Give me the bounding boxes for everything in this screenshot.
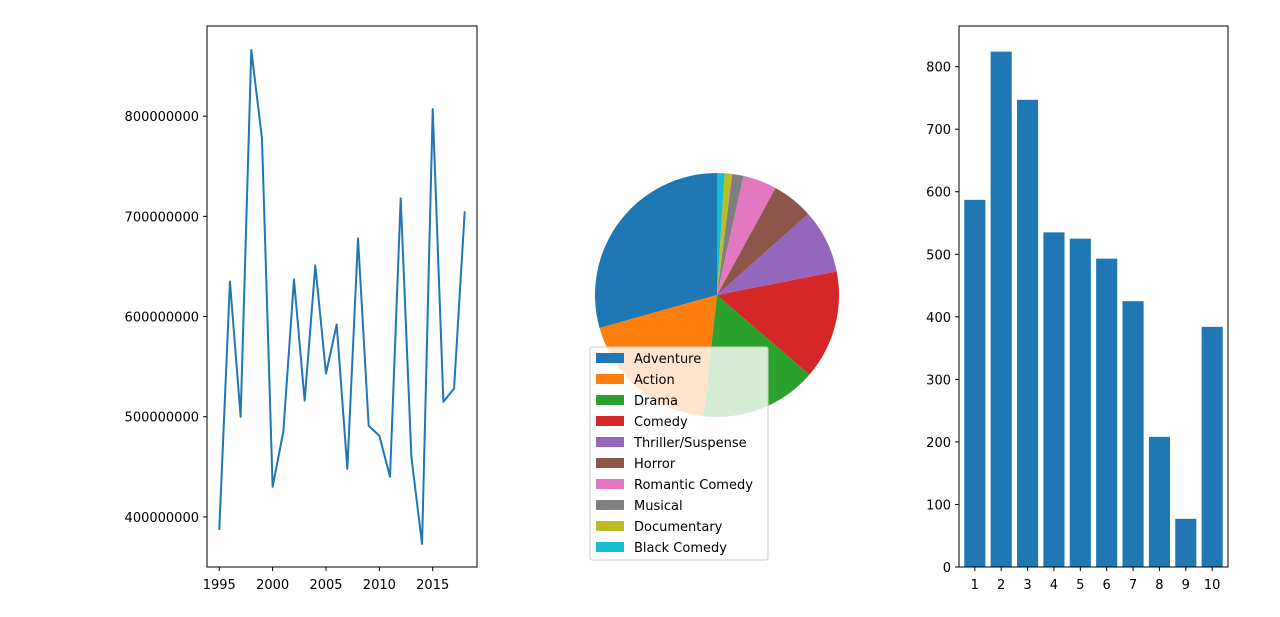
line-xtick-label: 2010 <box>363 578 396 593</box>
line-xtick-label: 1995 <box>203 578 236 593</box>
pie-legend-label: Black Comedy <box>634 541 727 556</box>
bar-xtick-label: 10 <box>1204 578 1221 593</box>
pie-legend-label: Drama <box>634 394 678 409</box>
bar-ytick-label: 0 <box>943 561 951 576</box>
bar-ytick-label: 100 <box>926 498 951 513</box>
pie-legend-label: Documentary <box>634 520 723 535</box>
bar-xtick-label: 9 <box>1182 578 1190 593</box>
bar <box>1043 232 1065 567</box>
bar-ytick-label: 300 <box>926 373 951 388</box>
pie-legend-swatch <box>596 416 624 426</box>
line-ytick-label: 800000000 <box>125 110 199 125</box>
bar <box>1148 436 1170 567</box>
pie-legend-swatch <box>596 521 624 531</box>
pie-legend-swatch <box>596 437 624 447</box>
line-ytick-label: 500000000 <box>125 411 199 426</box>
bar-xtick-label: 3 <box>1023 578 1031 593</box>
bar <box>1201 326 1223 567</box>
pie-legend-swatch <box>596 479 624 489</box>
bar-xtick-label: 4 <box>1050 578 1058 593</box>
bar <box>1069 238 1091 567</box>
bar <box>1122 301 1144 567</box>
pie-legend-label: Thriller/Suspense <box>633 436 747 451</box>
bar-xtick-label: 6 <box>1103 578 1111 593</box>
pie-legend-label: Action <box>634 373 675 388</box>
line-ytick-label: 600000000 <box>125 311 199 326</box>
bar-xtick-label: 5 <box>1076 578 1084 593</box>
pie-legend-swatch <box>596 395 624 405</box>
pie-slice <box>717 173 744 295</box>
bar <box>990 51 1012 568</box>
pie-legend-swatch <box>596 353 624 363</box>
pie-slice <box>717 173 733 295</box>
pie-legend-swatch <box>596 542 624 552</box>
pie-slice <box>717 175 776 295</box>
bar-ytick-label: 600 <box>926 186 951 201</box>
line-ytick-label: 400000000 <box>125 511 199 526</box>
pie-chart: Adventure Action Drama Comedy Thriller/Suspe… <box>589 173 840 561</box>
pie-legend-swatch <box>596 374 624 384</box>
line-chart: 1995 2000 2005 2010 2015 400000000 500000000 60… <box>125 25 478 593</box>
bar-xtick-label: 8 <box>1155 578 1163 593</box>
bar-axes-frame <box>958 25 1229 568</box>
bar-ytick-label: 700 <box>926 123 951 138</box>
bar <box>1017 99 1039 568</box>
bar <box>1175 518 1197 567</box>
bar-ytick-label: 500 <box>926 248 951 263</box>
pie-legend-label: Romantic Comedy <box>634 478 753 493</box>
line-xtick-label: 2005 <box>309 578 342 593</box>
bar <box>964 199 986 567</box>
pie-slice <box>717 173 725 295</box>
bar <box>1096 258 1118 567</box>
bar-xtick-label: 7 <box>1129 578 1137 593</box>
pie-legend-label: Musical <box>634 499 683 514</box>
line-ytick-label: 700000000 <box>125 210 199 225</box>
pie-legend-label: Adventure <box>634 352 701 367</box>
bar-ytick-label: 400 <box>926 311 951 326</box>
pie-slice <box>717 271 840 375</box>
pie-legend-box <box>589 346 769 561</box>
line-xtick-label: 2000 <box>256 578 289 593</box>
bar-ytick-label: 200 <box>926 436 951 451</box>
pie-legend-swatch <box>596 500 624 510</box>
pie-slice <box>595 173 717 328</box>
pie-slice <box>717 187 809 295</box>
pie-slice <box>717 213 837 295</box>
bar-ytick-label: 800 <box>926 61 951 76</box>
bar-xtick-label: 1 <box>971 578 979 593</box>
bar-xtick-label: 2 <box>997 578 1005 593</box>
pie-legend-swatch <box>596 458 624 468</box>
pie-legend-label: Comedy <box>634 415 688 430</box>
pie-legend-label: Horror <box>634 457 676 472</box>
line-xtick-label: 2015 <box>416 578 449 593</box>
line-series <box>218 49 466 545</box>
line-axes-frame <box>206 25 478 568</box>
